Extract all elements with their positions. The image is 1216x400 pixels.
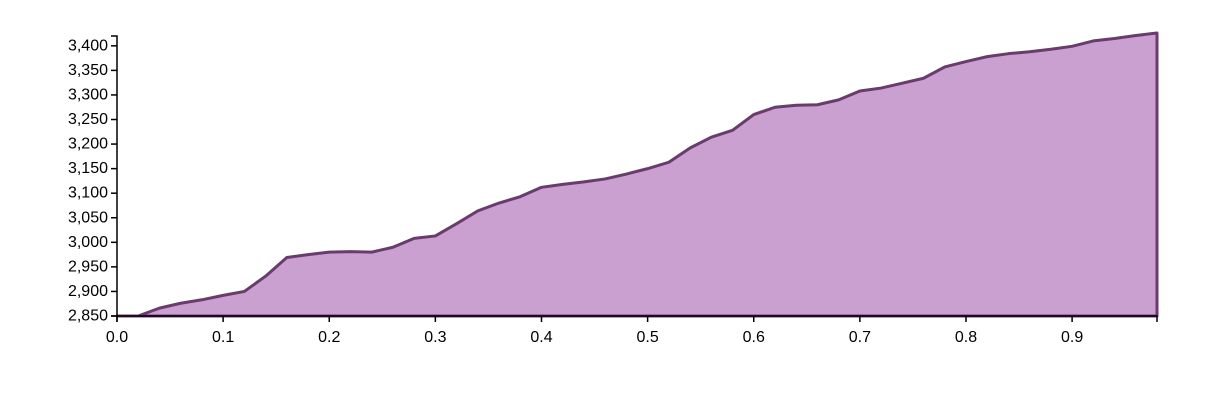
x-tick-label: 0.2	[318, 329, 340, 346]
y-tick-label: 3,100	[68, 185, 108, 202]
x-tick-label: 0.9	[1061, 329, 1083, 346]
y-tick-label: 3,200	[68, 136, 108, 153]
y-tick-label: 3,350	[68, 62, 108, 79]
x-tick-label: 0.6	[743, 329, 765, 346]
y-axis	[111, 35, 118, 317]
x-tick-label: 0.0	[106, 329, 128, 346]
y-tick-label: 2,850	[68, 308, 108, 325]
y-tick-label: 2,950	[68, 258, 108, 275]
y-axis-ticks: 2,850 2,900 2,950 3,000 3,050 3,100 3,150 3,200…	[68, 37, 117, 325]
y-tick-label: 2,900	[68, 283, 108, 300]
y-tick-label: 3,150	[68, 160, 108, 177]
x-tick-label: 0.8	[955, 329, 977, 346]
y-tick-label: 3,400	[68, 37, 108, 54]
x-tick-label: 0.7	[849, 329, 871, 346]
y-tick-label: 3,050	[68, 209, 108, 226]
y-tick-label: 3,300	[68, 86, 108, 103]
x-tick-label: 0.4	[530, 329, 552, 346]
x-axis-ticks: 0.0 0.1 0.2 0.3 0.4 0.5 0.6 0.7 0.8 0.9	[106, 316, 1083, 346]
area-series	[115, 31, 1159, 318]
y-tick-label: 3,000	[68, 234, 108, 251]
x-tick-label: 0.1	[212, 329, 234, 346]
x-tick-label: 0.3	[424, 329, 446, 346]
x-tick-label: 0.5	[636, 329, 658, 346]
y-tick-label: 3,250	[68, 111, 108, 128]
